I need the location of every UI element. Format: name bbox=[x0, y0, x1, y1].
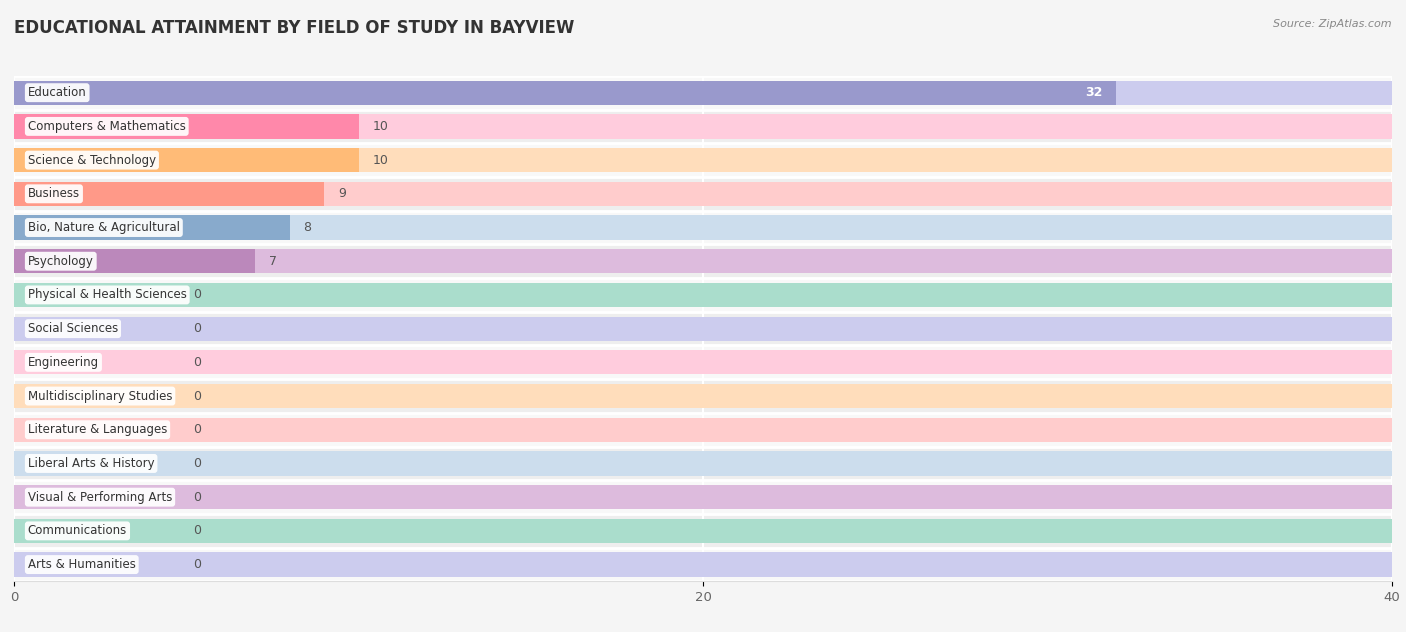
Text: Physical & Health Sciences: Physical & Health Sciences bbox=[28, 288, 187, 301]
Bar bbox=[14, 210, 1392, 245]
Bar bbox=[14, 245, 1392, 278]
Text: Computers & Mathematics: Computers & Mathematics bbox=[28, 120, 186, 133]
Text: Visual & Performing Arts: Visual & Performing Arts bbox=[28, 490, 172, 504]
Text: 0: 0 bbox=[193, 423, 201, 436]
Text: 0: 0 bbox=[193, 288, 201, 301]
Text: EDUCATIONAL ATTAINMENT BY FIELD OF STUDY IN BAYVIEW: EDUCATIONAL ATTAINMENT BY FIELD OF STUDY… bbox=[14, 19, 575, 37]
Text: 32: 32 bbox=[1085, 86, 1102, 99]
Text: Education: Education bbox=[28, 86, 87, 99]
Text: Psychology: Psychology bbox=[28, 255, 94, 268]
Text: 7: 7 bbox=[269, 255, 277, 268]
Text: Social Sciences: Social Sciences bbox=[28, 322, 118, 335]
Bar bbox=[14, 278, 1392, 312]
Text: 9: 9 bbox=[337, 187, 346, 200]
Text: Multidisciplinary Studies: Multidisciplinary Studies bbox=[28, 389, 173, 403]
Bar bbox=[14, 312, 1392, 346]
Bar bbox=[14, 76, 1392, 109]
Text: Science & Technology: Science & Technology bbox=[28, 154, 156, 167]
Text: Liberal Arts & History: Liberal Arts & History bbox=[28, 457, 155, 470]
Bar bbox=[14, 114, 359, 138]
Bar bbox=[14, 552, 1392, 577]
Bar bbox=[14, 109, 1392, 143]
Bar bbox=[14, 216, 1392, 240]
Bar bbox=[14, 350, 1392, 375]
Bar bbox=[14, 514, 1392, 548]
Bar bbox=[14, 283, 1392, 307]
Bar bbox=[14, 249, 1392, 274]
Bar bbox=[14, 181, 1392, 206]
Bar bbox=[14, 447, 1392, 480]
Text: Arts & Humanities: Arts & Humanities bbox=[28, 558, 136, 571]
Bar bbox=[14, 249, 256, 274]
Bar bbox=[14, 114, 1392, 138]
Bar bbox=[14, 148, 1392, 173]
Bar bbox=[14, 384, 1392, 408]
Text: 0: 0 bbox=[193, 356, 201, 369]
Bar bbox=[14, 418, 1392, 442]
Bar bbox=[14, 480, 1392, 514]
Text: 0: 0 bbox=[193, 490, 201, 504]
Bar bbox=[14, 80, 1116, 105]
Bar bbox=[14, 413, 1392, 447]
Text: 0: 0 bbox=[193, 558, 201, 571]
Bar bbox=[14, 346, 1392, 379]
Text: 0: 0 bbox=[193, 322, 201, 335]
Bar bbox=[14, 177, 1392, 210]
Bar bbox=[14, 148, 359, 173]
Text: 10: 10 bbox=[373, 154, 388, 167]
Bar bbox=[14, 485, 1392, 509]
Text: Business: Business bbox=[28, 187, 80, 200]
Text: 10: 10 bbox=[373, 120, 388, 133]
Text: 0: 0 bbox=[193, 525, 201, 537]
Text: Communications: Communications bbox=[28, 525, 127, 537]
Bar bbox=[14, 548, 1392, 581]
Bar bbox=[14, 216, 290, 240]
Text: Literature & Languages: Literature & Languages bbox=[28, 423, 167, 436]
Bar bbox=[14, 451, 1392, 476]
Bar bbox=[14, 519, 1392, 543]
Bar bbox=[14, 181, 325, 206]
Text: 0: 0 bbox=[193, 457, 201, 470]
Bar bbox=[14, 80, 1392, 105]
Bar bbox=[14, 143, 1392, 177]
Bar bbox=[14, 317, 1392, 341]
Text: Source: ZipAtlas.com: Source: ZipAtlas.com bbox=[1274, 19, 1392, 29]
Text: 0: 0 bbox=[193, 389, 201, 403]
Bar bbox=[14, 379, 1392, 413]
Text: Bio, Nature & Agricultural: Bio, Nature & Agricultural bbox=[28, 221, 180, 234]
Text: 8: 8 bbox=[304, 221, 311, 234]
Text: Engineering: Engineering bbox=[28, 356, 98, 369]
